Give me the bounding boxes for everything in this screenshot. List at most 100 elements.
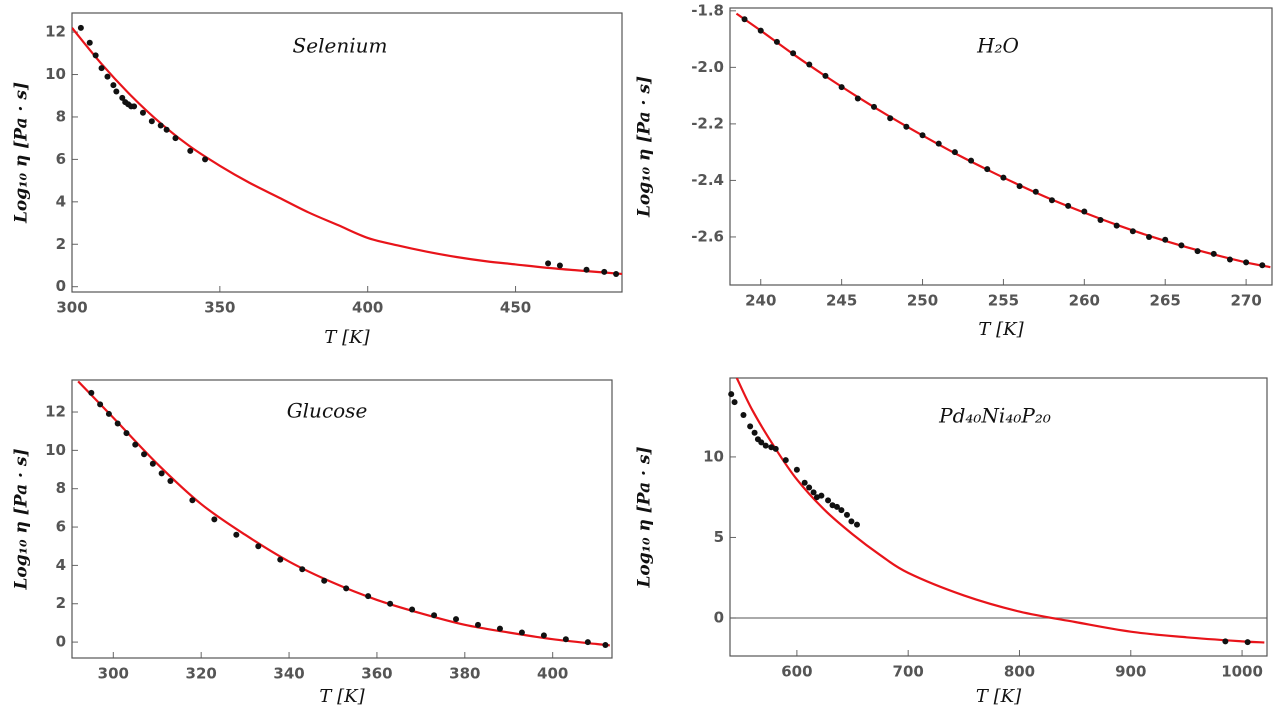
data-point [968, 157, 975, 164]
x-tick-label: 360 [361, 665, 392, 683]
data-point [751, 429, 758, 436]
data-point [782, 457, 789, 464]
y-tick-label: 12 [45, 23, 66, 41]
data-point [149, 460, 156, 467]
plot-frame [729, 377, 1268, 657]
data-point [1178, 242, 1185, 249]
y-axis-label: Log₁₀ η [Pa · s] [635, 446, 655, 588]
data-point [105, 410, 112, 417]
x-tick-label: 400 [537, 665, 568, 683]
x-tick-label: 340 [273, 665, 304, 683]
data-point [77, 24, 84, 31]
data-point [97, 401, 104, 408]
data-point [793, 466, 800, 473]
data-point [1259, 262, 1266, 269]
y-tick-label: 0 [56, 633, 66, 651]
data-point [131, 103, 138, 110]
panel: 300 350 400 450 0 2 4 6 8 10 12 Selenium T [K] Log₁₀ … [12, 12, 623, 348]
data-point [1016, 183, 1023, 190]
data-point [110, 82, 117, 89]
x-axis-label: T [K] [324, 327, 370, 348]
data-point [825, 497, 832, 504]
panel: 300 320 340 360 380 400 0 2 4 6 8 10 12 Glucose T [K] L… [12, 379, 613, 707]
data-point [113, 88, 120, 95]
x-tick-label: 700 [893, 663, 924, 681]
data-point [496, 625, 503, 632]
y-tick-label: 2 [56, 235, 66, 253]
data-point [772, 445, 779, 452]
data-point [838, 507, 845, 514]
y-tick-label: 5 [714, 528, 724, 546]
data-point [474, 621, 481, 628]
data-point [903, 123, 910, 130]
data-point [584, 639, 591, 646]
plot-frame [71, 12, 623, 293]
data-point [387, 600, 394, 607]
panel-title: Selenium [293, 34, 388, 58]
data-point [773, 38, 780, 45]
data-point [277, 556, 284, 563]
y-tick-label: 8 [56, 107, 66, 125]
data-point [887, 115, 894, 122]
x-axis-label: T [K] [319, 686, 365, 707]
y-tick-label: 12 [45, 403, 66, 421]
data-point [343, 585, 350, 592]
y-tick-label: 6 [56, 518, 66, 536]
data-point [211, 516, 218, 523]
data-point [601, 268, 608, 275]
data-point [1000, 174, 1007, 181]
data-point [1146, 233, 1153, 240]
data-point [1243, 259, 1250, 266]
data-point [123, 430, 130, 437]
data-point [870, 103, 877, 110]
y-axis-label: Log₁₀ η [Pa · s] [635, 76, 655, 218]
y-tick-label: -2.2 [691, 114, 724, 132]
data-point [853, 521, 860, 528]
data-point [88, 389, 95, 396]
data-point [299, 566, 306, 573]
x-tick-label: 270 [1230, 292, 1261, 310]
data-point [810, 489, 817, 496]
data-point [919, 132, 926, 139]
data-point [822, 72, 829, 79]
x-tick-label: 400 [352, 299, 383, 317]
y-tick-label: 2 [56, 594, 66, 612]
data-point [818, 492, 825, 499]
y-tick-label: 0 [56, 277, 66, 295]
data-point [104, 73, 111, 80]
panel: 600 700 800 900 1000 0 5 10 Pd₄₀Ni₄₀P₂₀ T [K] Log₁… [635, 377, 1268, 707]
data-point [119, 94, 126, 101]
data-point [148, 118, 155, 125]
y-tick-label: 10 [703, 447, 724, 465]
data-point [233, 531, 240, 538]
data-point [1113, 222, 1120, 229]
data-point [518, 629, 525, 636]
data-point [747, 423, 754, 430]
y-axis-label: Log₁₀ η [Pa · s] [12, 82, 32, 224]
data-point [731, 399, 738, 406]
data-point [984, 166, 991, 173]
data-point [762, 442, 769, 449]
x-tick-label: 245 [826, 292, 857, 310]
y-tick-label: -2.4 [691, 171, 724, 189]
data-point [141, 451, 148, 458]
x-tick-label: 250 [907, 292, 938, 310]
data-point [728, 391, 735, 398]
x-tick-label: 300 [98, 665, 129, 683]
fit-curve [72, 27, 622, 276]
y-tick-label: 4 [56, 556, 66, 574]
data-point [321, 577, 328, 584]
data-point [1222, 638, 1229, 645]
data-point [1210, 250, 1217, 257]
data-point [562, 636, 569, 643]
x-tick-label: 265 [1150, 292, 1181, 310]
data-point [740, 412, 747, 419]
data-point [189, 497, 196, 504]
y-axis-label: Log₁₀ η [Pa · s] [12, 448, 32, 590]
data-point [1097, 216, 1104, 223]
y-tick-label: -2.0 [691, 58, 724, 76]
data-point [202, 156, 209, 163]
data-point [1032, 188, 1039, 195]
x-tick-label: 240 [745, 292, 776, 310]
